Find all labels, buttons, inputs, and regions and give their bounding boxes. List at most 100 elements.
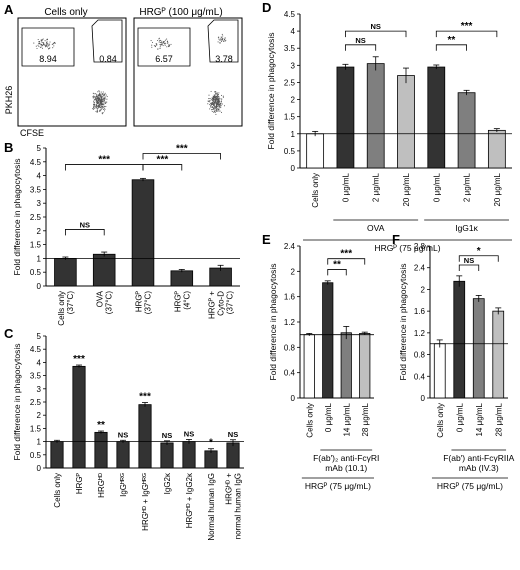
flow-event-dot <box>223 38 225 41</box>
category-label: HRGᴴᴰ <box>97 473 106 498</box>
flow-event-dot <box>102 91 104 93</box>
flow-event-dot <box>41 47 44 49</box>
significance-label: *** <box>73 354 85 365</box>
significance-label: ** <box>333 259 341 270</box>
bar <box>322 282 334 399</box>
flow-event-dot <box>49 43 51 45</box>
flow-event-dot <box>209 98 211 100</box>
flow-event-dot <box>162 42 164 44</box>
flow-event-dot <box>151 41 154 43</box>
flow-event-dot <box>100 105 103 107</box>
group-label-line2: mAb (10.1) <box>325 463 367 473</box>
flow-event-dot <box>217 96 220 98</box>
y-tick-label: 0.4 <box>414 372 426 381</box>
flow-event-dot <box>41 42 43 44</box>
flow-event-dot <box>214 110 216 113</box>
bar <box>457 92 476 169</box>
flow-event-dot <box>164 43 166 45</box>
category-label: (37°C) <box>66 291 75 315</box>
flow-event-dot <box>106 96 108 98</box>
flow-event-dot <box>94 107 96 109</box>
chart-c: 0 0.5 1 1.5 2 2.5 3 3.5 4 4.5 5 Fold difference in … <box>12 332 244 541</box>
flow-event-dot <box>95 101 97 103</box>
flow-event-dot <box>223 105 226 107</box>
flow-plot-1-right-gate <box>91 19 123 63</box>
flow-event-dot <box>220 100 222 102</box>
significance-label: * <box>477 246 481 257</box>
significance-label: ** <box>448 35 456 46</box>
y-axis-label: Fold difference in phagocytosis <box>12 158 22 275</box>
y-tick-label: 1.5 <box>30 241 42 250</box>
flow-event-dot <box>213 102 215 104</box>
flow-event-dot <box>48 45 50 47</box>
flow-plot-2-events <box>150 33 227 115</box>
group-label: F(ab′) anti-FcγRIIA <box>443 453 514 463</box>
flow-event-dot <box>159 45 161 47</box>
flow-event-dot <box>213 106 215 108</box>
flow-event-dot <box>97 100 99 102</box>
flow-panel: Cells only HRGᴾ (100 μg/mL) 8.94 0.84 6.… <box>4 7 243 138</box>
flow-event-dot <box>95 96 97 98</box>
flow-event-dot <box>212 98 214 100</box>
significance-label: *** <box>461 21 473 32</box>
flow-event-dot <box>222 38 224 40</box>
flow-event-dot <box>93 105 95 107</box>
flow-event-dot <box>215 106 217 108</box>
flow-event-dot <box>209 108 211 110</box>
flow-event-dot <box>214 107 216 109</box>
flow-event-dot <box>101 95 103 97</box>
flow-event-dot <box>98 106 100 108</box>
flow-event-dot <box>96 105 98 107</box>
significance-bracket <box>435 44 467 51</box>
flow-event-dot <box>35 45 37 47</box>
bar <box>94 431 108 469</box>
bar <box>116 441 130 469</box>
flow-event-dot <box>208 98 210 100</box>
flow-event-dot <box>219 110 221 112</box>
flow-event-dot <box>103 110 106 112</box>
y-tick-label: 3.5 <box>284 44 296 53</box>
significance-bracket <box>327 269 347 276</box>
category-label: IgG2κ <box>163 472 172 494</box>
bar <box>170 270 194 287</box>
category-label: HRGᴴᴰ + IgG2κ <box>185 472 194 528</box>
flow-plot-1-gate-right-value: 0.84 <box>99 54 117 64</box>
significance-label: * <box>209 438 213 449</box>
flow-plot-1-gate-left-value: 8.94 <box>39 54 57 64</box>
flow-event-dot <box>97 111 99 113</box>
flow-event-dot <box>210 105 212 107</box>
y-tick-label: 2.5 <box>30 398 42 407</box>
flow-event-dot <box>54 42 56 44</box>
significance-bracket <box>65 229 105 236</box>
bar <box>340 332 352 399</box>
significance-label: NS <box>184 429 194 438</box>
significance-bracket <box>142 153 221 160</box>
y-axis-label: Fold difference in phagocytosis <box>12 343 22 460</box>
flow-event-dot <box>40 44 42 46</box>
category-label: IgGᴴᴿᴳ <box>119 473 128 497</box>
category-label: 20 μg/mL <box>493 172 502 206</box>
flow-event-dot <box>52 47 54 49</box>
flow-event-dot <box>214 100 216 103</box>
flow-event-dot <box>217 93 220 95</box>
flow-event-dot <box>36 47 38 50</box>
flow-event-dot <box>94 105 96 107</box>
significance-label: NS <box>118 430 128 439</box>
flow-event-dot <box>44 44 46 46</box>
flow-event-dot <box>157 48 159 50</box>
significance-label: NS <box>162 431 172 440</box>
flow-event-dot <box>97 106 99 108</box>
flow-event-dot <box>100 103 102 105</box>
flow-event-dot <box>217 103 219 105</box>
flow-event-dot <box>220 94 223 96</box>
flow-event-dot <box>103 104 105 106</box>
flow-event-dot <box>160 44 162 46</box>
y-tick-label: 4 <box>291 27 296 36</box>
flow-event-dot <box>102 93 104 95</box>
flow-event-dot <box>103 98 105 100</box>
panel-letter-b: B <box>4 140 13 155</box>
flow-event-dot <box>102 98 104 100</box>
flow-event-dot <box>159 43 161 46</box>
flow-event-dot <box>102 106 104 108</box>
y-tick-label: 2.8 <box>414 242 426 251</box>
